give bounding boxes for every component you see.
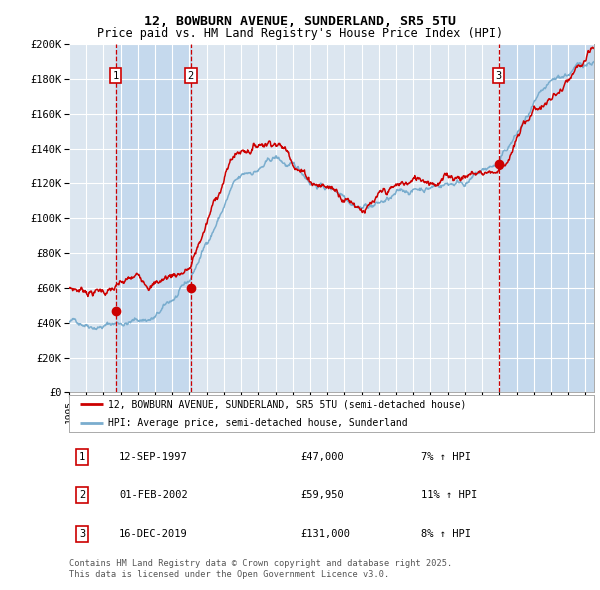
Text: Price paid vs. HM Land Registry's House Price Index (HPI): Price paid vs. HM Land Registry's House … — [97, 27, 503, 40]
Text: Contains HM Land Registry data © Crown copyright and database right 2025.
This d: Contains HM Land Registry data © Crown c… — [69, 559, 452, 579]
Text: 12, BOWBURN AVENUE, SUNDERLAND, SR5 5TU: 12, BOWBURN AVENUE, SUNDERLAND, SR5 5TU — [144, 15, 456, 28]
Text: 1: 1 — [79, 451, 85, 461]
Text: £59,950: £59,950 — [300, 490, 344, 500]
Text: 1: 1 — [113, 71, 119, 81]
Text: 16-DEC-2019: 16-DEC-2019 — [119, 529, 188, 539]
Text: £47,000: £47,000 — [300, 451, 344, 461]
Text: 11% ↑ HPI: 11% ↑ HPI — [421, 490, 477, 500]
Bar — [116, 44, 191, 392]
Text: £131,000: £131,000 — [300, 529, 350, 539]
Text: 8% ↑ HPI: 8% ↑ HPI — [421, 529, 471, 539]
Text: 3: 3 — [496, 71, 502, 81]
Text: 2: 2 — [79, 490, 85, 500]
Text: 2: 2 — [188, 71, 194, 81]
Text: 12, BOWBURN AVENUE, SUNDERLAND, SR5 5TU (semi-detached house): 12, BOWBURN AVENUE, SUNDERLAND, SR5 5TU … — [109, 399, 467, 409]
Text: 12-SEP-1997: 12-SEP-1997 — [119, 451, 188, 461]
Text: HPI: Average price, semi-detached house, Sunderland: HPI: Average price, semi-detached house,… — [109, 418, 408, 428]
Text: 01-FEB-2002: 01-FEB-2002 — [119, 490, 188, 500]
Text: 7% ↑ HPI: 7% ↑ HPI — [421, 451, 471, 461]
Text: 3: 3 — [79, 529, 85, 539]
Bar — [499, 44, 594, 392]
